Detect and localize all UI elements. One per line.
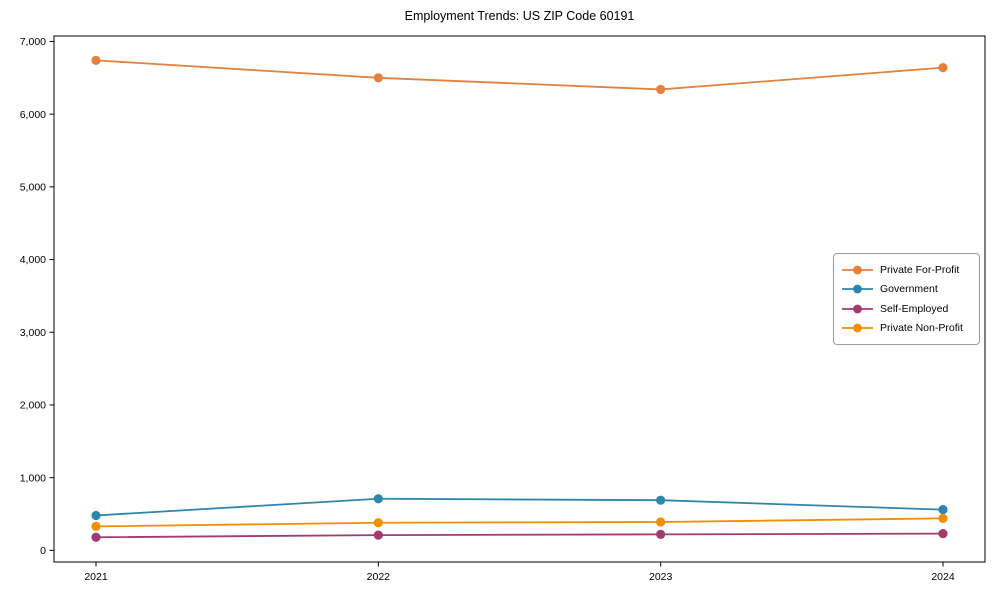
x-tick-label: 2022 — [367, 571, 391, 583]
x-tick-label: 2023 — [649, 571, 673, 583]
legend: Private For-Profit Government Self-Employe… — [833, 253, 980, 345]
series-point-private-for-profit — [373, 73, 383, 83]
series-line-self-employed — [95, 532, 944, 539]
legend-item-private-non-profit: Private Non-Profit — [842, 322, 971, 334]
y-tick-label: 1,000 — [20, 472, 46, 484]
y-tick-label: 5,000 — [20, 181, 46, 193]
legend-label: Government — [880, 283, 938, 296]
legend-marker-icon — [842, 265, 873, 275]
legend-label: Self-Employed — [880, 302, 949, 315]
series-point-self-employed — [938, 529, 948, 539]
legend-marker-icon — [842, 323, 873, 333]
legend-label: Private Non-Profit — [880, 321, 963, 334]
series-line-private-non-profit — [95, 517, 944, 528]
series-point-private-non-profit — [938, 513, 948, 523]
legend-item-private-for-profit: Private For-Profit — [842, 264, 971, 276]
series-point-private-non-profit — [91, 521, 101, 531]
legend-item-self-employed: Self-Employed — [842, 303, 971, 315]
series-point-government — [373, 494, 383, 504]
chart-title: Employment Trends: US ZIP Code 60191 — [404, 9, 635, 23]
y-tick-label: 7,000 — [20, 36, 46, 48]
y-tick-label: 4,000 — [20, 254, 46, 266]
legend-item-government: Government — [842, 283, 971, 295]
y-tick-label: 0 — [40, 545, 46, 557]
series-point-private-for-profit — [656, 84, 666, 95]
series-point-self-employed — [656, 529, 666, 539]
series-line-private-for-profit — [95, 59, 944, 91]
legend-label: Private For-Profit — [880, 264, 960, 277]
legend-marker-icon — [842, 304, 873, 313]
series-point-private-for-profit — [938, 63, 948, 73]
series-point-government — [91, 510, 101, 521]
y-tick-label: 2,000 — [20, 400, 46, 412]
series-point-government — [656, 495, 666, 505]
series-point-government — [938, 505, 948, 515]
x-tick-label: 2021 — [84, 571, 108, 583]
series-point-private-non-profit — [373, 518, 383, 528]
series-point-self-employed — [91, 532, 101, 542]
y-tick-label: 6,000 — [20, 109, 46, 121]
x-tick-label: 2024 — [931, 571, 955, 583]
series-line-government — [95, 497, 944, 517]
axes-frame — [53, 35, 986, 563]
series-point-private-for-profit — [91, 55, 101, 65]
y-tick-label: 3,000 — [20, 327, 46, 339]
series-point-self-employed — [373, 530, 383, 540]
legend-marker-icon — [842, 284, 873, 294]
series-point-private-non-profit — [656, 517, 666, 527]
